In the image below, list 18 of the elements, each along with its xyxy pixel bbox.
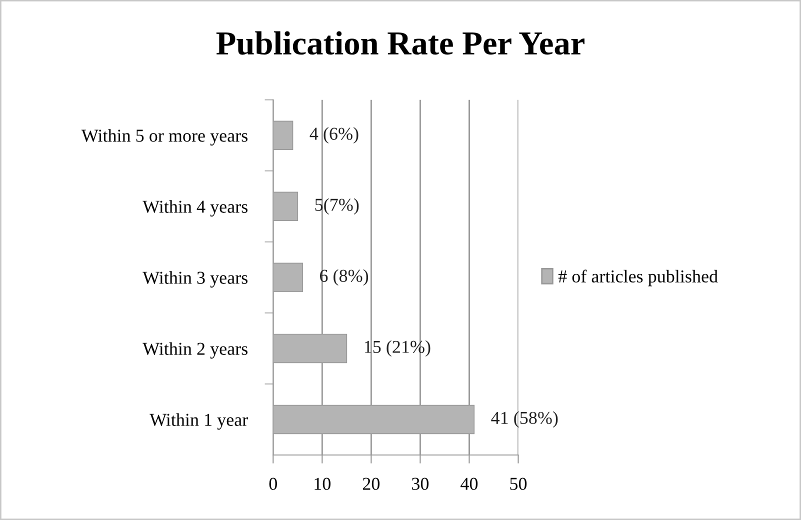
data-label: 5(7%) (315, 198, 359, 215)
x-tick-label: 50 (510, 478, 527, 490)
y-tick-label: Within 1 year (150, 413, 248, 430)
y-tick-label: Within 5 or more years (81, 129, 248, 146)
legend-label: # of articles published (558, 270, 718, 286)
y-tick-label: Within 4 years (142, 200, 248, 217)
x-tick-label: 30 (412, 478, 429, 490)
x-tick-label: 10 (314, 478, 330, 490)
y-tick-label: Within 2 years (142, 342, 248, 359)
y-tick-label: Within 3 years (142, 271, 248, 288)
x-tick-label: 40 (460, 478, 478, 490)
x-tick-label: 0 (269, 478, 277, 490)
data-label: 15 (21%) (364, 340, 430, 357)
data-label: 6 (8%) (320, 269, 368, 286)
x-tick-label: 20 (362, 478, 380, 490)
chart-title: Publication Rate Per Year (216, 31, 584, 55)
data-label: 41 (58%) (491, 411, 558, 428)
data-label: 4 (6%) (310, 127, 358, 144)
